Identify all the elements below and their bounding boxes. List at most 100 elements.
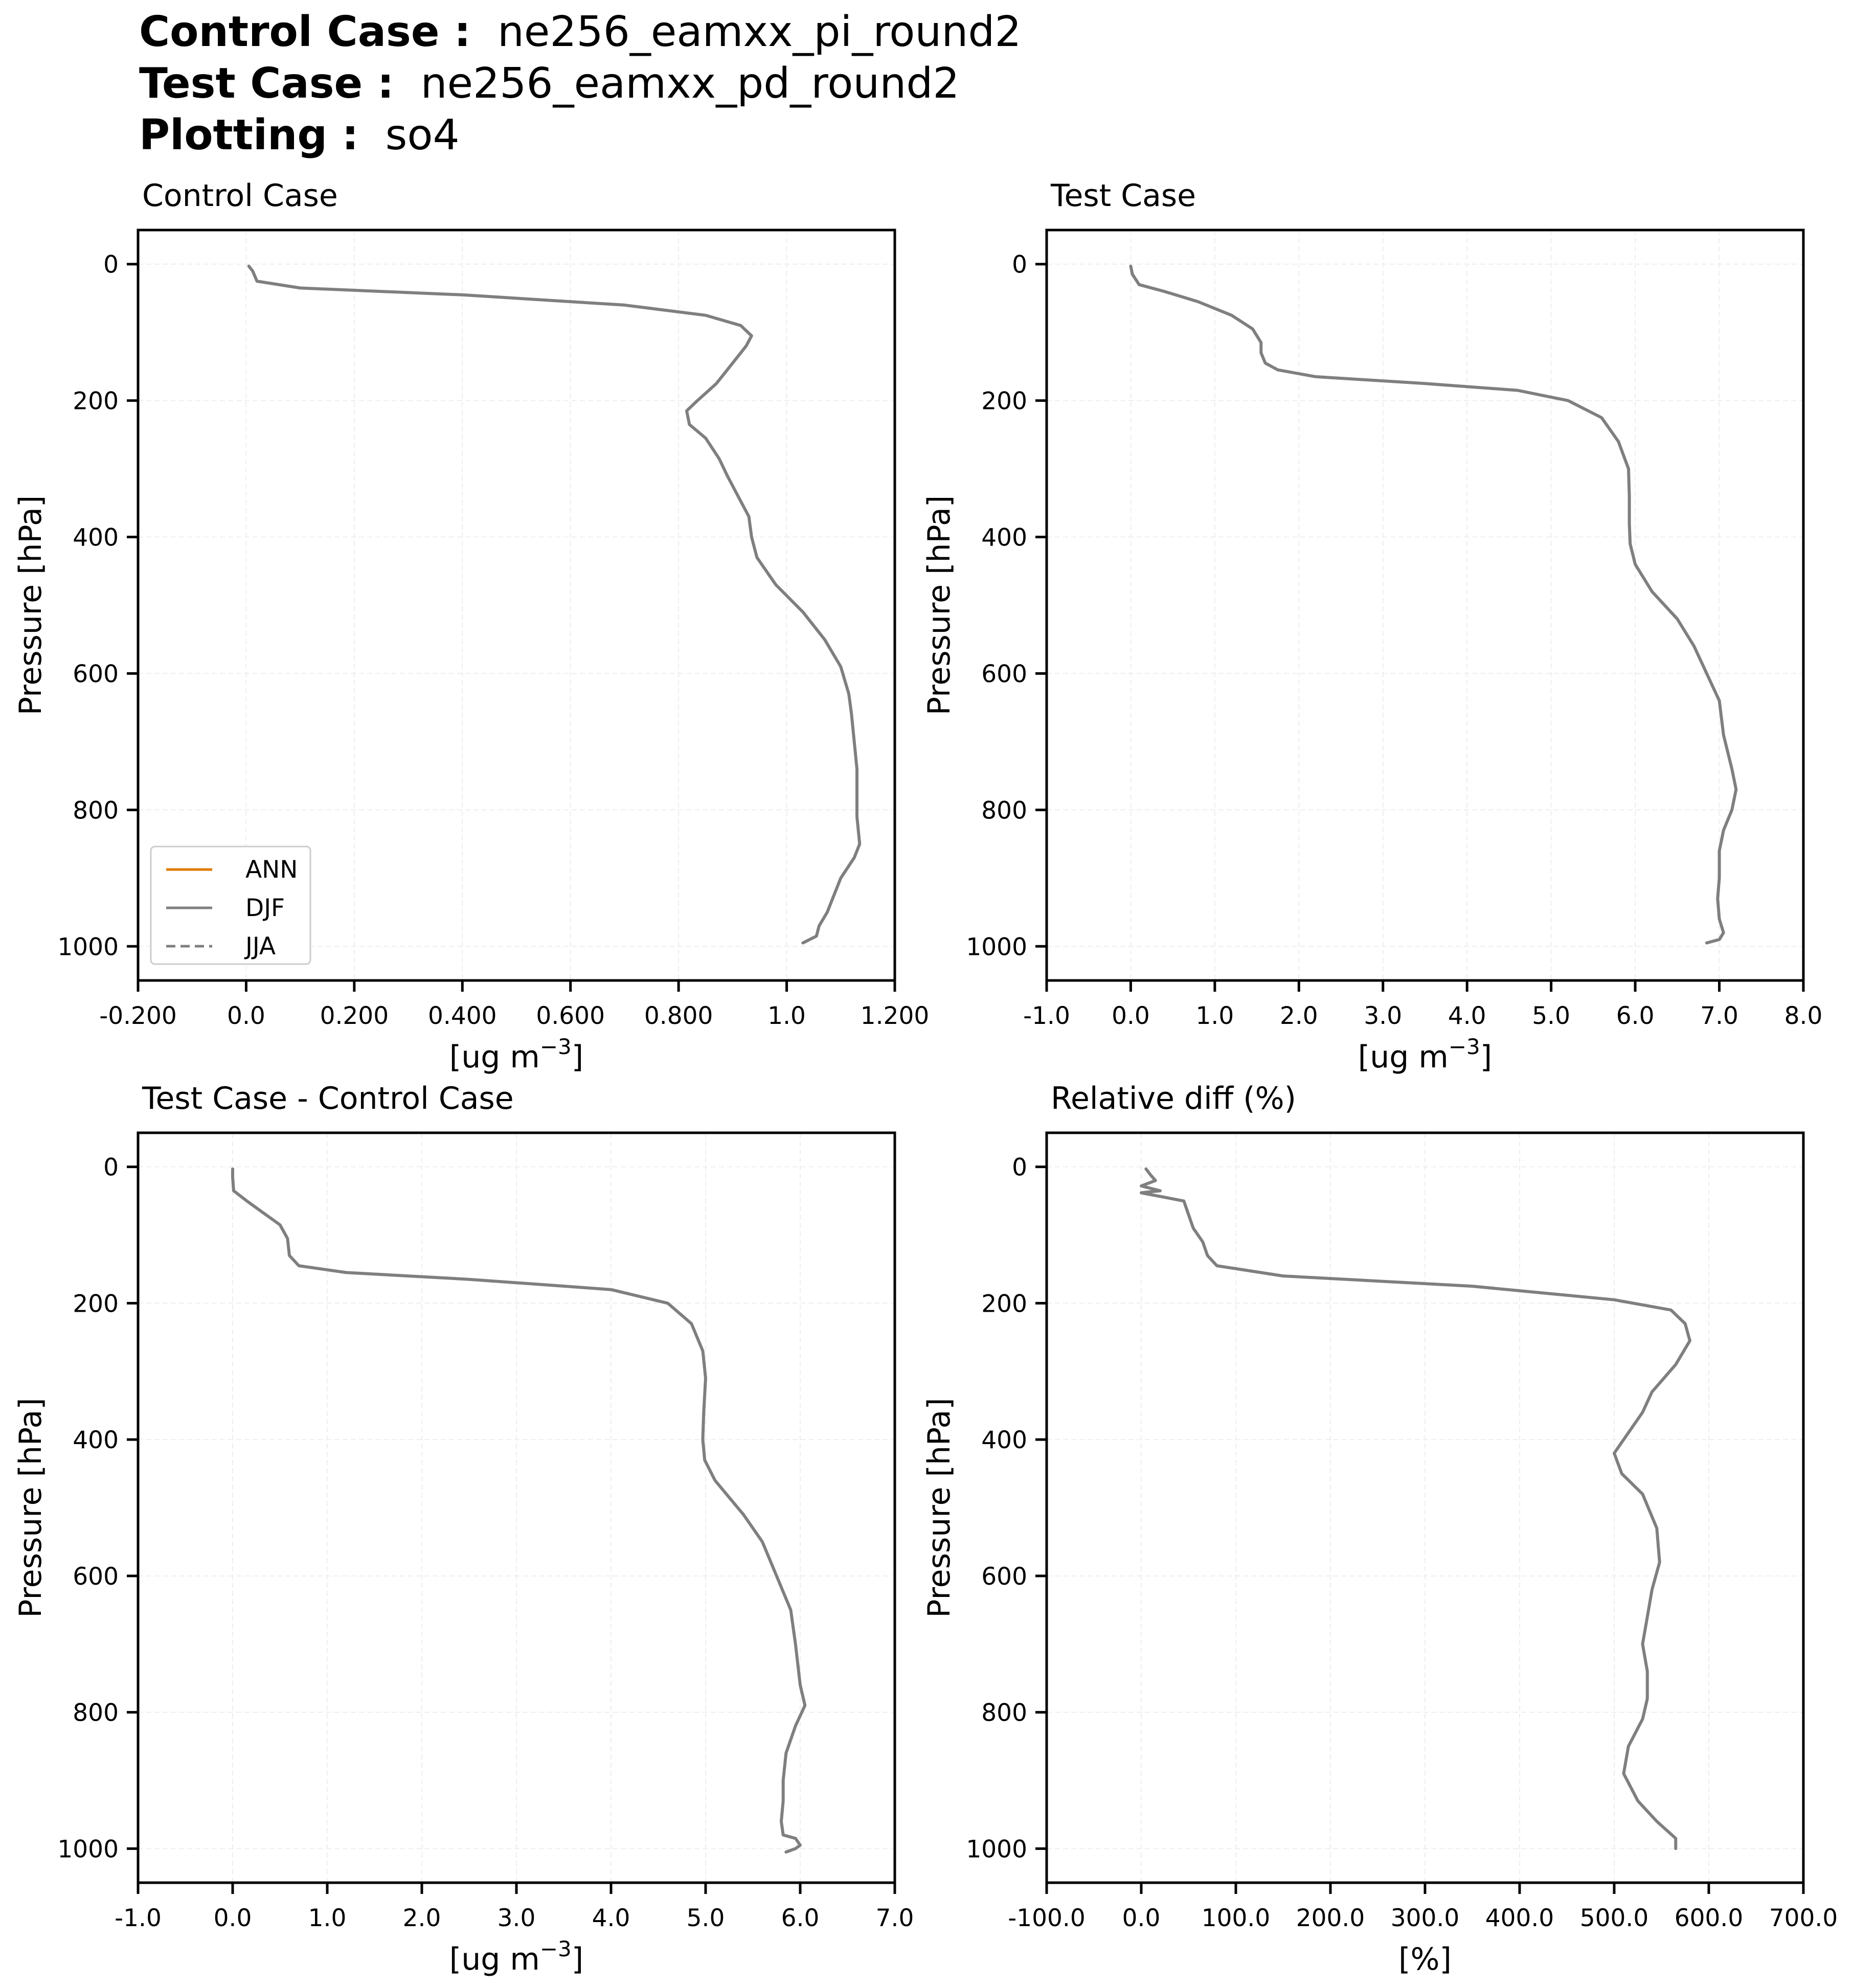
- series-line-djf: [1129, 264, 1738, 945]
- x-axis-label-main: [%]: [1398, 1941, 1452, 1977]
- x-tick-label: 1.0: [767, 1002, 806, 1030]
- axes-frame: [1045, 228, 1805, 982]
- plotting-line: Plotting : so4: [139, 109, 1022, 161]
- y-tick-label: 200: [981, 1290, 1027, 1318]
- axes-frame: [1045, 1131, 1805, 1884]
- y-tick-label: 600: [981, 660, 1027, 688]
- x-axis-label-main: [ug m: [449, 1941, 540, 1977]
- control-case-line: Control Case : ne256_eamxx_pi_round2: [139, 6, 1022, 58]
- x-tick-label: 0.400: [428, 1002, 497, 1030]
- x-tick-label: -1.0: [1023, 1002, 1070, 1030]
- panel-3: -1.0 0.0 1.0 2.0 3.0 4.0 5.0 6.0 7.0 0 200 400 600 80…: [13, 1081, 914, 1977]
- y-tick-label: 1000: [966, 1835, 1027, 1863]
- y-tick-label: 400: [73, 524, 119, 552]
- y-tick-label: 400: [981, 524, 1027, 552]
- x-axis-label-main: [ug m: [449, 1039, 540, 1075]
- x-tick-label: 2.0: [1280, 1002, 1318, 1030]
- legend: ANN DJF JJA: [150, 846, 311, 965]
- y-tick-label: 600: [981, 1563, 1027, 1591]
- x-tick-label: 700.0: [1769, 1904, 1838, 1932]
- y-tick-label: 600: [73, 1563, 119, 1591]
- x-axis-label-superscript: −3: [1449, 1034, 1480, 1059]
- y-tick-label: 0: [103, 1154, 119, 1182]
- x-axis-label: [ug m−3]: [1358, 1034, 1492, 1075]
- y-tick-label: 200: [73, 387, 119, 416]
- control-case-label: Control Case :: [139, 8, 471, 56]
- x-tick-label: 0.0: [1112, 1002, 1150, 1030]
- y-tick-label: 0: [103, 251, 119, 279]
- panel-4: -100.0 0.0 100.0 200.0 300.0 400.0 500.0 600.0 7…: [921, 1081, 1838, 1977]
- x-axis-label-superscript: −3: [540, 1936, 572, 1961]
- x-axis-label-main: [ug m: [1358, 1039, 1449, 1075]
- x-tick-label: 100.0: [1202, 1904, 1271, 1932]
- x-tick-label: 3.0: [1364, 1002, 1402, 1030]
- x-tick-label: 4.0: [1448, 1002, 1486, 1030]
- y-axis-label: Pressure [hPa]: [13, 1398, 49, 1617]
- y-tick-label: 200: [73, 1290, 119, 1318]
- plotting-value: so4: [385, 111, 460, 159]
- x-tick-label: 200.0: [1296, 1904, 1365, 1932]
- x-tick-label: -100.0: [1008, 1904, 1086, 1932]
- figure-header: Control Case : ne256_eamxx_pi_round2 Tes…: [139, 6, 1022, 161]
- x-tick-label: -0.200: [99, 1002, 177, 1030]
- x-tick-label: 1.0: [308, 1904, 347, 1932]
- axes-frame: [137, 1131, 896, 1884]
- y-tick-label: 1000: [57, 933, 119, 961]
- x-tick-label: 500.0: [1580, 1904, 1649, 1932]
- panel-2: -1.0 0.0 1.0 2.0 3.0 4.0 5.0 6.0 7.0 8.0 0 200 400 60…: [921, 178, 1822, 1075]
- test-case-value: ne256_eamxx_pd_round2: [420, 59, 960, 108]
- series-line-djf: [1140, 1167, 1691, 1850]
- y-tick-label: 800: [981, 1699, 1027, 1727]
- panel-1: -0.200 0.0 0.200 0.400 0.600 0.800 1.0 1.200 0 20…: [13, 178, 929, 1075]
- y-tick-label: 400: [73, 1426, 119, 1454]
- x-tick-label: 0.200: [320, 1002, 389, 1030]
- x-axis-label-end: ]: [572, 1941, 583, 1977]
- series-line-djf: [247, 264, 862, 945]
- axes-frame: [137, 228, 896, 982]
- x-tick-label: 7.0: [876, 1904, 914, 1932]
- x-tick-label: 0.0: [227, 1002, 265, 1030]
- x-tick-label: 400.0: [1485, 1904, 1554, 1932]
- y-tick-label: 400: [981, 1426, 1027, 1454]
- panel-title: Test Case - Control Case: [142, 1081, 514, 1116]
- x-tick-label: 4.0: [592, 1904, 630, 1932]
- x-tick-label: 7.0: [1700, 1002, 1738, 1030]
- x-tick-label: 3.0: [498, 1904, 536, 1932]
- legend-box: [150, 846, 311, 965]
- x-tick-label: 5.0: [1532, 1002, 1570, 1030]
- test-case-label: Test Case :: [139, 59, 394, 108]
- x-tick-label: 600.0: [1675, 1904, 1744, 1932]
- y-axis-label: Pressure [hPa]: [921, 1398, 957, 1617]
- y-tick-label: 0: [1012, 1154, 1027, 1182]
- y-tick-label: 1000: [966, 933, 1027, 961]
- x-tick-label: 0.0: [1122, 1904, 1161, 1932]
- x-axis-label-superscript: −3: [540, 1034, 572, 1059]
- y-axis-label: Pressure [hPa]: [921, 495, 957, 715]
- legend-label-djf: DJF: [245, 894, 285, 922]
- x-tick-label: 5.0: [687, 1904, 725, 1932]
- x-tick-label: -1.0: [115, 1904, 162, 1932]
- x-tick-label: 8.0: [1784, 1002, 1823, 1030]
- x-axis-label-end: ]: [572, 1039, 583, 1075]
- y-tick-label: 600: [73, 660, 119, 688]
- x-axis-label: [ug m−3]: [449, 1936, 583, 1977]
- plotting-label: Plotting :: [139, 111, 359, 159]
- y-tick-label: 800: [73, 796, 119, 825]
- y-tick-label: 800: [981, 796, 1027, 825]
- x-tick-label: 0.0: [214, 1904, 252, 1932]
- y-axis-label: Pressure [hPa]: [13, 495, 49, 715]
- y-tick-label: 0: [1012, 251, 1027, 279]
- legend-label-jja: JJA: [244, 932, 276, 961]
- x-tick-label: 0.600: [536, 1002, 605, 1030]
- x-tick-label: 2.0: [403, 1904, 441, 1932]
- x-axis-label: [%]: [1398, 1941, 1452, 1977]
- x-tick-label: 6.0: [781, 1904, 820, 1932]
- x-axis-label: [ug m−3]: [449, 1034, 583, 1075]
- control-case-value: ne256_eamxx_pi_round2: [497, 8, 1022, 56]
- panel-title: Control Case: [142, 178, 338, 214]
- x-tick-label: 1.0: [1196, 1002, 1234, 1030]
- x-tick-label: 0.800: [644, 1002, 713, 1030]
- y-tick-label: 800: [73, 1699, 119, 1727]
- series-line-djf: [231, 1167, 807, 1854]
